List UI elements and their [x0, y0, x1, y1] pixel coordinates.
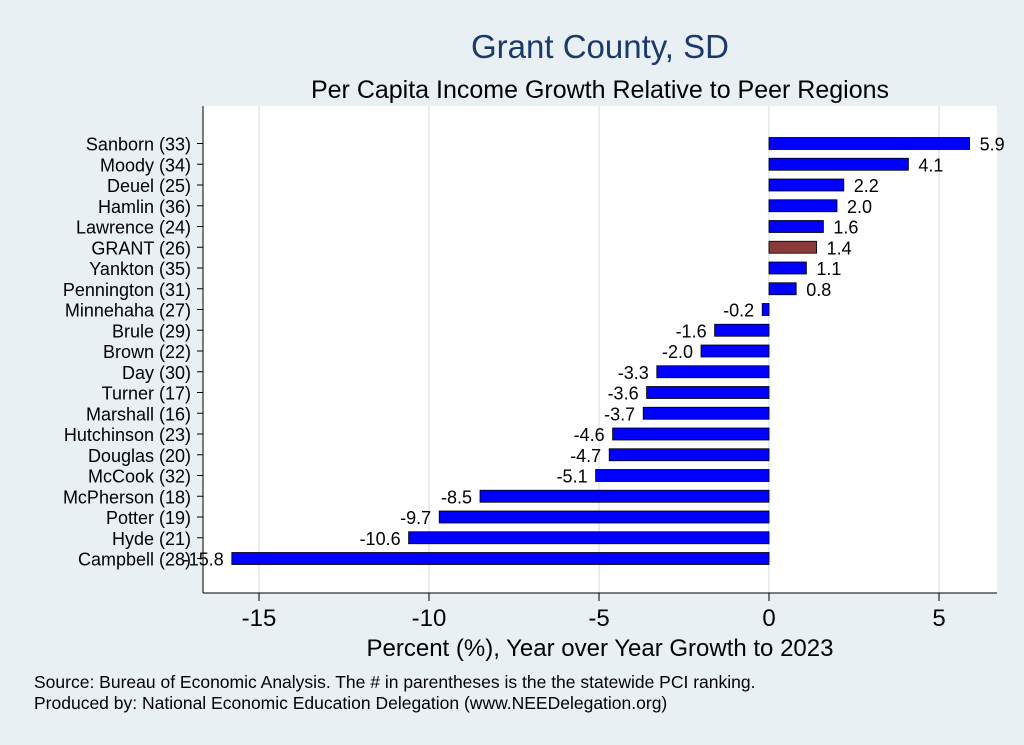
category-label: Pennington (31) — [63, 280, 191, 300]
category-label: Turner (17) — [102, 384, 191, 404]
bar — [646, 386, 770, 399]
value-label: -5.1 — [557, 467, 588, 487]
value-label: 1.4 — [827, 238, 852, 258]
category-label: Campbell (28) — [78, 550, 191, 570]
category-labels: Sanborn (33)Moody (34)Deuel (25)Hamlin (… — [63, 135, 203, 570]
bar — [768, 220, 824, 233]
value-label: 1.1 — [816, 259, 841, 279]
bar — [768, 261, 807, 275]
value-label: -3.3 — [618, 363, 649, 383]
category-label: Brule (29) — [112, 321, 191, 341]
bar — [768, 137, 971, 150]
bar — [714, 323, 770, 337]
value-label: 2.2 — [854, 176, 879, 196]
bar — [768, 199, 838, 213]
value-label: -3.7 — [604, 404, 635, 424]
category-label: McPherson (18) — [63, 487, 191, 507]
producer-note: Produced by: National Economic Education… — [34, 693, 668, 713]
bar — [656, 365, 770, 379]
category-label: Douglas (20) — [88, 446, 191, 466]
chart-subtitle: Per Capita Income Growth Relative to Pee… — [311, 76, 889, 104]
x-tick-label: 5 — [932, 605, 945, 632]
category-label: McCook (32) — [88, 467, 191, 487]
value-label: -3.6 — [608, 384, 639, 404]
category-label: Hamlin (36) — [98, 197, 191, 217]
value-label: -10.6 — [360, 529, 401, 549]
bar — [768, 282, 797, 296]
x-tick-label: -5 — [588, 605, 609, 632]
bar — [642, 406, 770, 420]
value-label: -9.7 — [400, 508, 431, 528]
bar — [768, 178, 845, 192]
value-label: 4.1 — [918, 155, 943, 175]
value-label: -4.6 — [574, 425, 605, 445]
category-label: Moody (34) — [100, 155, 191, 175]
value-label: 0.8 — [806, 280, 831, 300]
value-label: -4.7 — [570, 446, 601, 466]
bar — [768, 157, 909, 171]
x-tick-label: -15 — [242, 605, 277, 632]
bar — [438, 510, 770, 524]
category-label: Minnehaha (27) — [65, 301, 191, 321]
bar — [408, 531, 770, 545]
value-label: -2.0 — [662, 342, 693, 362]
category-label: Yankton (35) — [89, 259, 191, 279]
source-note: Source: Bureau of Economic Analysis. The… — [34, 672, 756, 692]
category-label: Brown (22) — [103, 342, 191, 362]
category-label: Potter (19) — [106, 508, 191, 528]
bar — [479, 489, 770, 503]
bar — [612, 427, 770, 441]
value-label: 2.0 — [847, 197, 872, 217]
value-label: -8.5 — [441, 487, 472, 507]
category-label: Day (30) — [122, 363, 191, 383]
bar — [595, 469, 770, 482]
x-ticks: -15 -10 -5 0 5 — [242, 593, 946, 632]
x-axis-label: Percent (%), Year over Year Growth to 20… — [367, 635, 834, 662]
chart-title: Grant County, SD — [471, 28, 729, 65]
category-label: Hyde (21) — [112, 529, 191, 549]
value-label: 1.6 — [833, 218, 858, 238]
bar — [608, 448, 770, 462]
x-tick-label: -10 — [412, 605, 447, 632]
x-tick-label: 0 — [762, 605, 775, 632]
value-label: -0.2 — [723, 301, 754, 321]
category-label: Hutchinson (23) — [64, 425, 191, 445]
bar — [761, 303, 770, 316]
category-label: Lawrence (24) — [76, 218, 191, 238]
category-label: GRANT (26) — [91, 238, 191, 258]
value-label: -1.6 — [676, 321, 707, 341]
bar — [231, 552, 770, 565]
bar — [768, 240, 817, 254]
bar — [700, 344, 770, 358]
category-label: Marshall (16) — [86, 404, 191, 424]
category-label: Deuel (25) — [107, 176, 191, 196]
bars — [231, 137, 971, 565]
value-label: 5.9 — [980, 135, 1005, 155]
category-label: Sanborn (33) — [86, 135, 191, 155]
